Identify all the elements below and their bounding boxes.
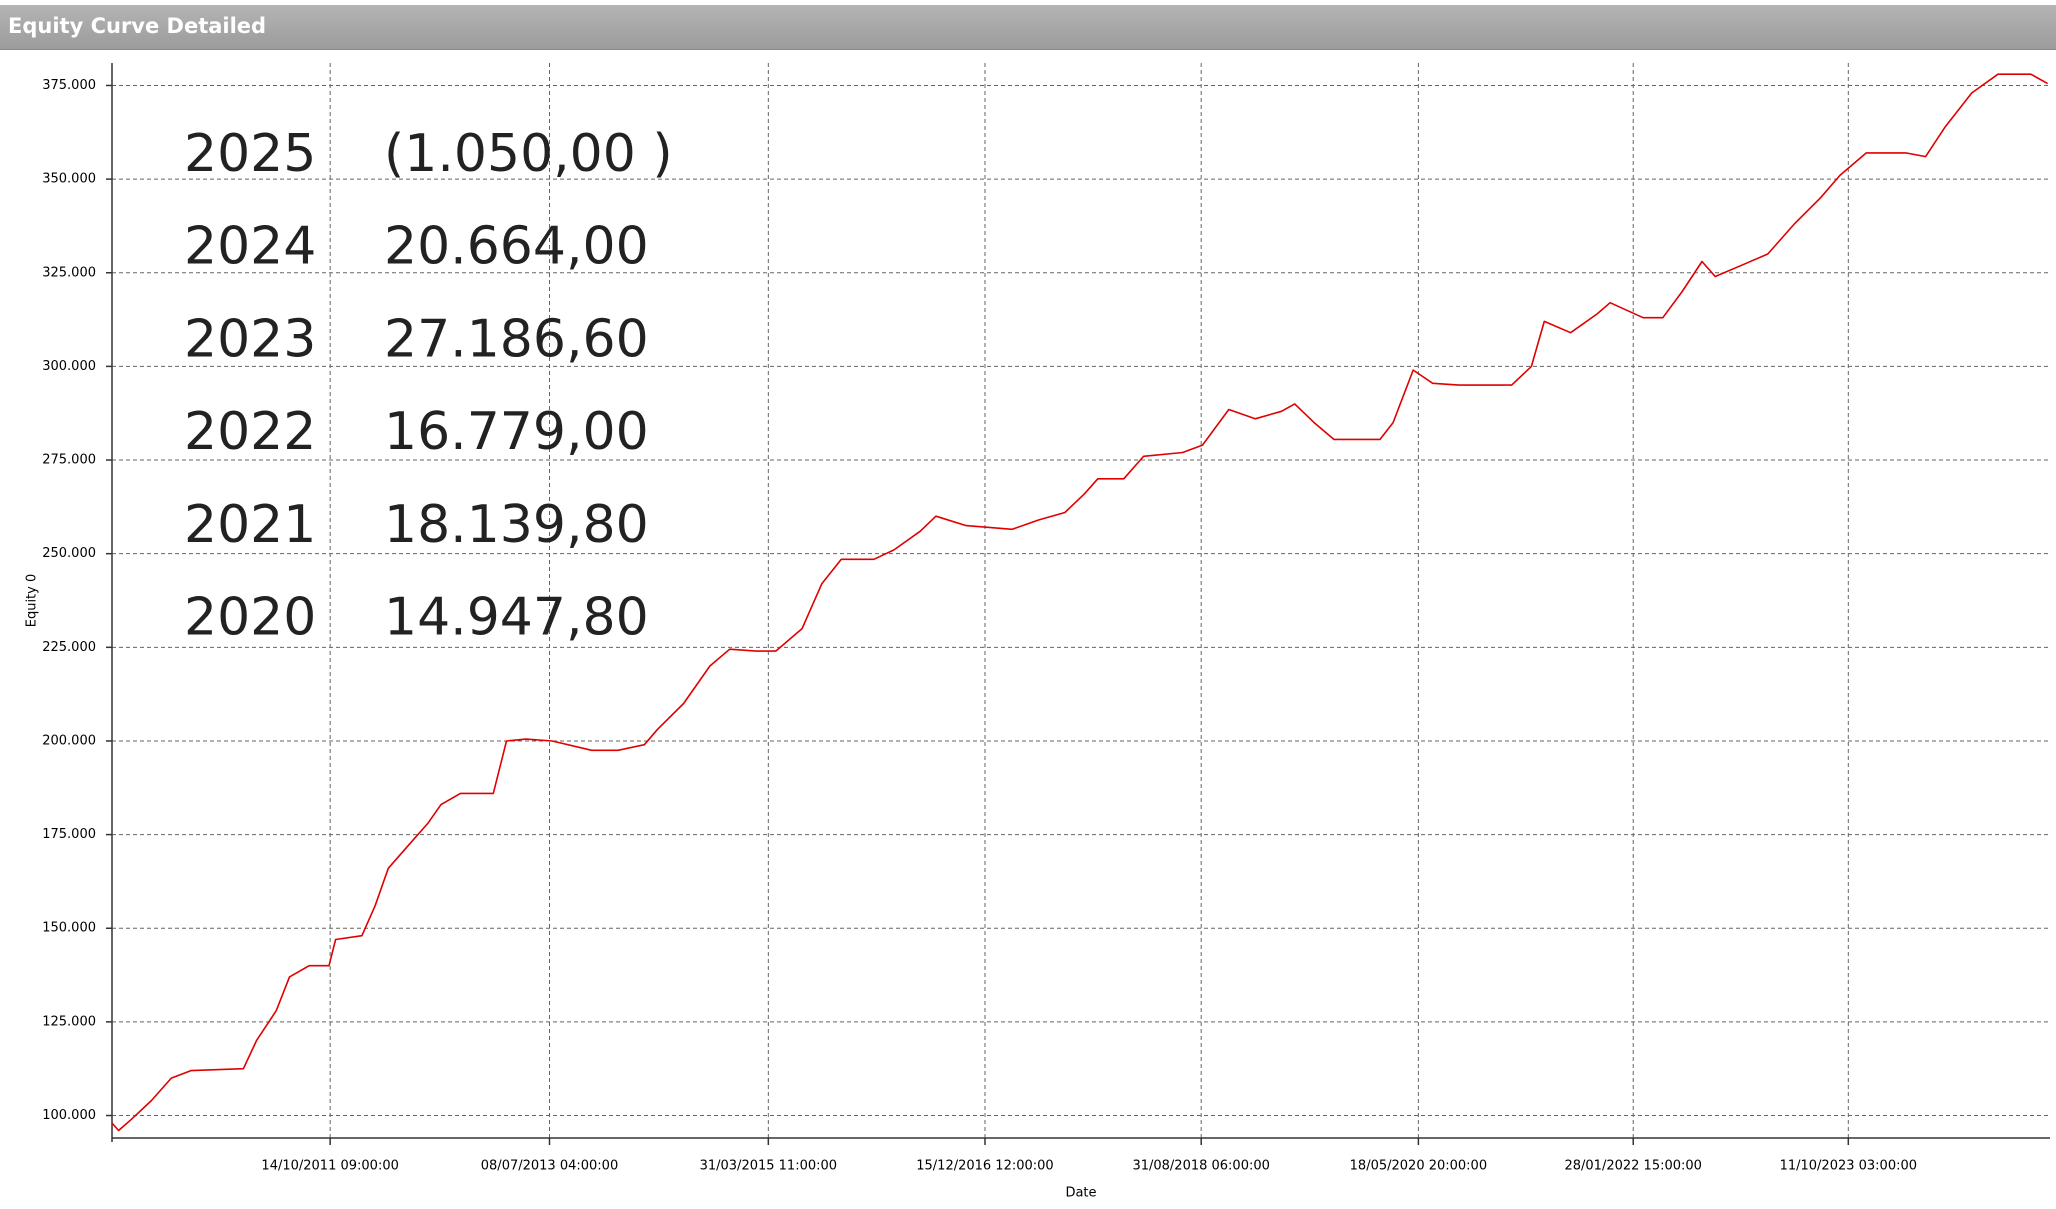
x-tick-label: 31/03/2015 11:00:00 — [700, 1159, 837, 1174]
annotation-year: 2020 — [184, 588, 316, 648]
equity-line — [111, 73, 2048, 1132]
annotation-year: 2021 — [184, 495, 316, 555]
x-tick-label: 31/08/2018 06:00:00 — [1132, 1159, 1269, 1174]
y-tick-label: 150.000 — [42, 921, 96, 936]
y-axis-label: Equity 0 — [25, 574, 40, 628]
x-tick-label: 14/10/2011 09:00:00 — [261, 1159, 398, 1174]
x-tick-label: 11/10/2023 03:00:00 — [1780, 1159, 1917, 1174]
x-tick-label: 18/05/2020 20:00:00 — [1350, 1159, 1487, 1174]
annotation-year: 2024 — [184, 217, 316, 277]
title-bar: Equity Curve Detailed — [0, 5, 2056, 50]
chart-title: Equity Curve Detailed — [8, 14, 267, 38]
x-axis-label: Date — [1065, 1186, 1096, 1201]
y-tick-label: 375.000 — [42, 78, 96, 93]
x-tick-label: 08/07/2013 04:00:00 — [481, 1159, 618, 1174]
y-tick-label: 275.000 — [42, 453, 96, 468]
y-tick-label: 325.000 — [42, 265, 96, 280]
x-tick-label: 15/12/2016 12:00:00 — [916, 1159, 1053, 1174]
y-tick-label: 125.000 — [42, 1014, 96, 1029]
annotation-value: (1.050,00 ) — [384, 124, 673, 184]
annotation-value: 14.947,80 — [384, 588, 649, 648]
y-tick-label: 300.000 — [42, 359, 96, 374]
x-tick-label: 28/01/2022 15:00:00 — [1564, 1159, 1701, 1174]
y-tick-label: 350.000 — [42, 172, 96, 187]
y-tick-label: 250.000 — [42, 546, 96, 561]
annotation-value: 27.186,60 — [384, 309, 649, 369]
annotation-year: 2022 — [184, 402, 316, 462]
y-tick-label: 175.000 — [42, 827, 96, 842]
annotation-value: 16.779,00 — [384, 402, 649, 462]
annotation-value: 20.664,00 — [384, 217, 649, 277]
annotation-value: 18.139,80 — [384, 495, 649, 555]
y-tick-label: 225.000 — [42, 640, 96, 655]
y-tick-label: 100.000 — [42, 1108, 96, 1123]
annotation-year: 2023 — [184, 309, 316, 369]
annotation-year: 2025 — [184, 124, 316, 184]
y-tick-label: 200.000 — [42, 733, 96, 748]
